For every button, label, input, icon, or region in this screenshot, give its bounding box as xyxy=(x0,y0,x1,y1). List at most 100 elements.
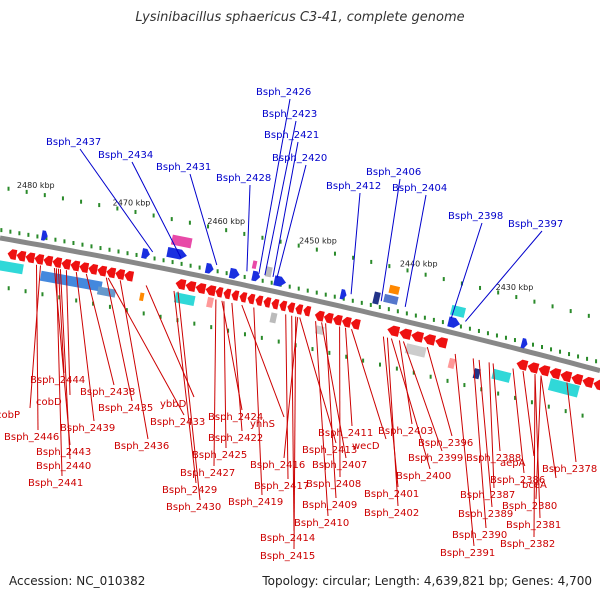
pseudo-gene xyxy=(206,296,214,308)
accession-text: Accession: NC_010382 xyxy=(9,574,146,588)
guide-dot xyxy=(81,242,84,247)
guide-dot xyxy=(513,338,516,343)
forward-leader-line xyxy=(131,161,182,258)
guide-dot xyxy=(193,321,196,326)
reverse-gene-label: Bsph_2403 xyxy=(378,426,433,437)
reverse-gene xyxy=(16,250,27,262)
forward-leader-line xyxy=(246,184,251,272)
reverse-gene xyxy=(195,283,207,295)
reverse-gene-label: Bsph_2439 xyxy=(60,423,115,434)
guide-dot xyxy=(468,326,471,331)
inner-dot-guide-top xyxy=(0,228,598,364)
reverse-leader-line xyxy=(426,346,453,437)
reverse-gene-label: Bsph_2389 xyxy=(458,509,513,520)
reverse-gene-label: Bsph_2435 xyxy=(98,403,153,414)
reverse-leader-line xyxy=(488,362,495,489)
forward-gene xyxy=(273,275,287,287)
genome-backbone xyxy=(0,235,600,374)
guide-dot xyxy=(260,335,263,340)
reverse-leader-line xyxy=(36,264,39,431)
forward-gene-label: Bsph_2398 xyxy=(448,211,503,222)
guide-dot xyxy=(170,217,173,222)
guide-dot xyxy=(171,260,174,265)
guide-dot xyxy=(75,298,78,303)
guide-dot xyxy=(569,309,572,314)
reverse-gene xyxy=(61,259,72,270)
reverse-leader-line xyxy=(351,329,387,440)
reverse-leader-line xyxy=(213,299,217,467)
reverse-gene-label: Bsph_2416 xyxy=(250,460,305,471)
guide-dot xyxy=(324,292,327,297)
reverse-gene xyxy=(185,281,197,292)
guide-dot xyxy=(24,289,27,294)
guide-dot xyxy=(369,302,372,307)
reverse-gene xyxy=(538,365,551,377)
guide-dot xyxy=(533,299,536,304)
guide-dot xyxy=(559,349,562,354)
reverse-gene xyxy=(560,371,573,383)
reverse-gene xyxy=(332,314,343,326)
guide-dot xyxy=(429,374,432,379)
guide-dot xyxy=(225,271,228,276)
reverse-gene xyxy=(399,328,413,340)
reverse-gene xyxy=(97,265,108,277)
guide-dot xyxy=(99,246,102,251)
reverse-gene-label: Bsph_2446 xyxy=(4,432,59,443)
guide-dot xyxy=(153,256,156,261)
guide-dot xyxy=(27,232,30,237)
rna-gene xyxy=(173,292,196,307)
guide-dot xyxy=(550,347,553,352)
pseudo-gene xyxy=(372,291,381,305)
guide-dot xyxy=(486,331,489,336)
guide-dot xyxy=(152,213,155,218)
guide-dot xyxy=(412,370,415,375)
guide-dot xyxy=(530,400,533,405)
guide-dot xyxy=(54,237,57,242)
guide-dot xyxy=(459,324,462,329)
guide-dot xyxy=(568,352,571,357)
rna-gene xyxy=(491,368,512,383)
guide-dot xyxy=(270,280,273,285)
pseudo-gene xyxy=(269,312,278,324)
guide-dot xyxy=(477,328,480,333)
forward-gene xyxy=(166,246,187,260)
reverse-leader-line xyxy=(291,315,295,532)
guide-dot xyxy=(551,304,554,309)
guide-dot xyxy=(497,290,500,295)
forward-gene xyxy=(228,267,240,279)
guide-dot xyxy=(108,247,111,252)
reverse-leader-line xyxy=(492,363,501,452)
forward-leader-line xyxy=(258,98,291,274)
reverse-leader-line xyxy=(533,374,536,538)
guide-dot xyxy=(315,290,318,295)
guide-dot xyxy=(378,305,381,310)
pseudo-gene xyxy=(264,266,273,278)
reverse-gene-label: Bsph_2427 xyxy=(180,468,235,479)
guide-dot xyxy=(405,311,408,316)
reverse-gene-label: Bsph_2411 xyxy=(318,428,373,439)
reverse-gene xyxy=(350,318,361,330)
reverse-gene xyxy=(215,287,224,298)
guide-dot xyxy=(243,332,246,337)
guide-dot xyxy=(7,286,10,291)
reverse-gene-label: Bsph_2400 xyxy=(396,471,451,482)
guide-dot xyxy=(328,350,331,355)
reverse-gene-label: Bsph_2415 xyxy=(260,551,315,562)
guide-dot xyxy=(61,196,64,201)
guide-dot xyxy=(36,234,39,239)
tick-label: 2460 kbp xyxy=(207,217,245,226)
reverse-leader-line xyxy=(57,268,65,374)
forward-gene-label: Bsph_2423 xyxy=(262,109,317,120)
forward-leader-line xyxy=(189,173,218,266)
reverse-gene xyxy=(314,310,325,322)
guide-dot xyxy=(360,300,363,305)
guide-dot xyxy=(581,413,584,418)
guide-dot xyxy=(342,296,345,301)
reverse-gene xyxy=(516,359,529,371)
guide-dot xyxy=(58,295,61,300)
reverse-gene xyxy=(341,316,352,328)
reverse-gene xyxy=(124,270,135,282)
forward-gene xyxy=(204,262,214,274)
gene-tracks xyxy=(0,230,600,398)
guide-dot xyxy=(117,249,120,254)
